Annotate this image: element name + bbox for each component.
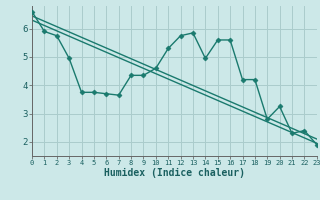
X-axis label: Humidex (Indice chaleur): Humidex (Indice chaleur) bbox=[104, 168, 245, 178]
